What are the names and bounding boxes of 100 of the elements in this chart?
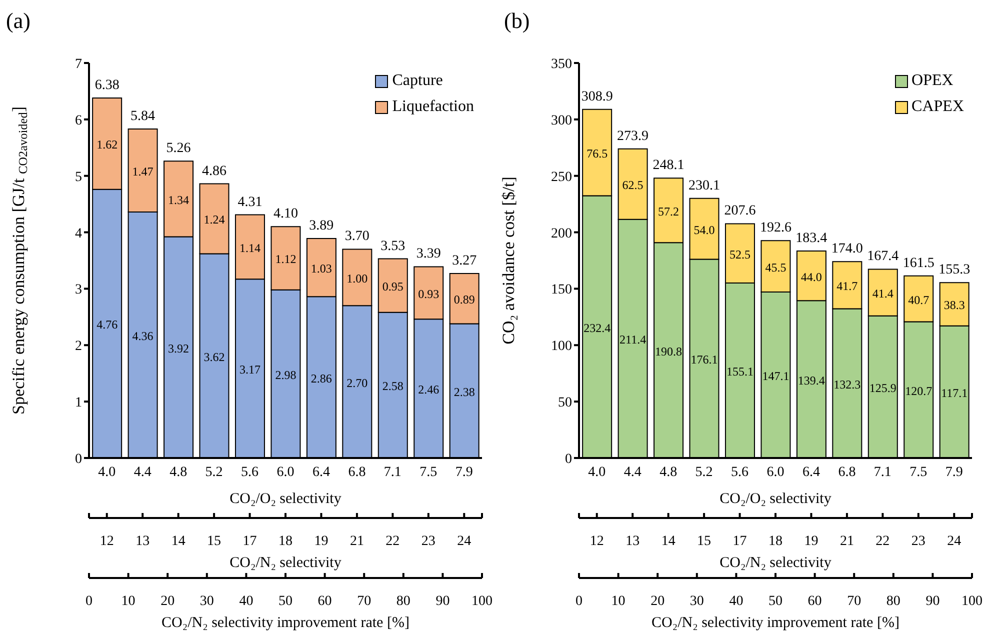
- text: CO₂/N₂ selectivity improvement rate [%]: [652, 615, 900, 631]
- data-label: 1.34: [168, 192, 190, 207]
- x-tick-label: 4.0: [588, 464, 606, 480]
- chart-title: (a): [6, 8, 30, 34]
- data-label: 38.3: [944, 298, 965, 312]
- text: 90: [436, 594, 450, 609]
- legend-label: OPEX: [912, 72, 954, 90]
- total-label: 207.6: [724, 204, 756, 219]
- text: CO₂/N₂ selectivity: [720, 555, 832, 571]
- annotation: 22: [876, 534, 890, 549]
- x-tick-label: 5.2: [695, 464, 713, 480]
- data-label: 1.03: [310, 262, 332, 276]
- total-label: 3.89: [309, 218, 334, 234]
- annotation: 12: [100, 534, 114, 549]
- data-label: 62.5: [622, 178, 644, 192]
- y-tick-label: 200: [551, 226, 572, 242]
- text: 40: [729, 594, 744, 609]
- total-label: 4.31: [238, 194, 262, 210]
- data-label: 1.00: [346, 271, 368, 286]
- annotation: 24: [457, 534, 472, 549]
- total-label: 155.3: [938, 262, 970, 278]
- annotation: 13: [136, 534, 150, 549]
- data-label: 4.76: [96, 318, 118, 332]
- data-label: 40.7: [908, 292, 930, 307]
- total-label: 174.0: [831, 242, 863, 257]
- total-label: 273.9: [617, 128, 649, 144]
- x-tick-label: 4.8: [170, 464, 188, 480]
- data-label: 52.5: [729, 247, 750, 262]
- text: CO₂/N₂ selectivity: [230, 555, 342, 571]
- data-label: 3.17: [239, 362, 260, 377]
- data-label: 3.92: [168, 341, 190, 356]
- data-label: 3.62: [204, 350, 225, 364]
- y-tick-label: 2: [75, 339, 82, 354]
- data-label: 2.86: [310, 371, 332, 386]
- data-label: 0.89: [454, 292, 475, 307]
- total-label: 5.84: [130, 109, 156, 124]
- total-label: 183.4: [796, 231, 828, 246]
- y-tick-label: 1: [75, 396, 82, 411]
- y-tick-label: 6: [75, 113, 82, 128]
- y-tick-label: 300: [551, 113, 572, 128]
- x-axis-title: CO₂/O₂ selectivity: [720, 491, 832, 507]
- text: 100: [472, 594, 492, 609]
- text: 90: [926, 594, 940, 609]
- text: 0: [576, 594, 582, 609]
- annotation: 23: [421, 534, 436, 549]
- data-label: 120.7: [905, 384, 932, 398]
- data-label: 1.24: [204, 212, 225, 227]
- text: CO₂/N₂ selectivity improvement rate [%]: [162, 615, 410, 631]
- y-tick-label: 250: [551, 170, 572, 185]
- x-tick-label: 5.6: [731, 464, 749, 480]
- y-tick-label: 0: [565, 452, 572, 467]
- text: 70: [847, 594, 862, 609]
- x-tick-label: 6.4: [312, 464, 330, 480]
- chart-title: (b): [504, 8, 530, 34]
- annotation: 14: [661, 534, 676, 549]
- data-label: 41.7: [836, 279, 858, 294]
- data-label: 190.8: [655, 344, 682, 358]
- x-tick-label: 6.4: [802, 464, 820, 480]
- x-tick-label: 5.2: [205, 464, 223, 480]
- text: 50: [278, 594, 292, 609]
- annotation: 15: [207, 534, 222, 549]
- total-label: 3.70: [344, 229, 370, 244]
- text: 10: [121, 594, 136, 609]
- text: 100: [962, 594, 982, 609]
- annotation: 21: [350, 534, 364, 549]
- total-label: 4.86: [202, 164, 227, 179]
- y-tick-label: 50: [558, 396, 572, 411]
- annotation: 15: [697, 534, 712, 549]
- text: 10: [611, 594, 626, 609]
- annotation: 23: [911, 534, 926, 549]
- legend-label: Liquefaction: [392, 98, 474, 116]
- text: 0: [86, 594, 92, 609]
- text: 30: [690, 594, 704, 609]
- data-label: 41.4: [872, 286, 894, 301]
- data-label: 2.38: [454, 384, 475, 399]
- data-label: 76.5: [586, 146, 608, 161]
- annotation: 21: [840, 534, 854, 549]
- x-tick-label: 4.4: [624, 464, 642, 480]
- x-tick-label: 6.0: [276, 464, 294, 480]
- text: 50: [768, 594, 782, 609]
- data-label: 139.4: [798, 373, 825, 388]
- total-label: 3.39: [416, 246, 441, 262]
- total-label: 5.26: [166, 141, 191, 156]
- data-label: 211.4: [620, 332, 646, 347]
- data-label: 155.1: [726, 364, 754, 378]
- data-label: 4.36: [132, 328, 154, 343]
- text: 20: [160, 594, 175, 609]
- text: 60: [318, 594, 332, 609]
- total-label: 3.27: [452, 253, 477, 268]
- data-label: 132.3: [834, 377, 861, 392]
- y-tick-label: 5: [75, 170, 82, 185]
- x-tick-label: 7.1: [384, 464, 402, 480]
- x-tick-label: 4.0: [98, 464, 116, 480]
- x-tick-label: 7.1: [874, 464, 892, 480]
- data-label: 1.47: [132, 164, 154, 178]
- data-label: 1.62: [96, 138, 118, 152]
- x-tick-label: 6.8: [348, 464, 366, 480]
- total-label: 192.6: [760, 220, 792, 236]
- annotation: 17: [242, 534, 257, 549]
- y-tick-label: 3: [75, 282, 82, 298]
